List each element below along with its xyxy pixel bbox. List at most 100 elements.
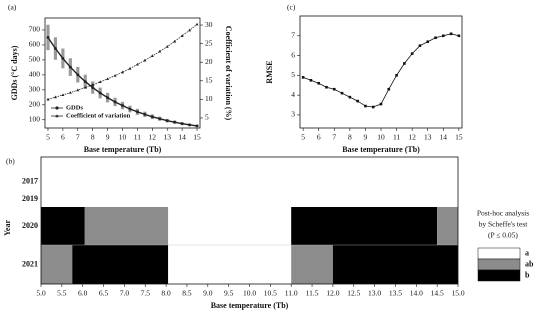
y-tick-label: 600: [29, 40, 41, 49]
marker: [136, 110, 139, 114]
marker: [371, 105, 375, 109]
marker: [98, 91, 102, 95]
x-tick-label: 8.0: [161, 289, 171, 298]
x-tick-label: 5: [301, 133, 305, 142]
marker: [180, 122, 184, 126]
marker: [158, 49, 162, 53]
marker: [68, 91, 72, 94]
marker: [150, 54, 154, 58]
y-tick-label: 200: [29, 100, 41, 109]
x-tick-label: 11.5: [306, 289, 319, 298]
marker: [150, 115, 154, 119]
legend-title: by Scheffe's test: [479, 220, 529, 229]
x-tick-label: 6: [61, 133, 65, 142]
y2-tick-label: 15: [205, 76, 213, 85]
x-tick-label: 9.5: [224, 289, 234, 298]
marker: [173, 39, 177, 43]
x-tick-label: 13.5: [389, 289, 402, 298]
x-tick-label: 10.5: [264, 289, 277, 298]
row-label: 2020: [22, 221, 38, 230]
y-tick-label: 400: [29, 70, 41, 79]
marker: [379, 102, 383, 106]
y-axis-label: Year: [3, 220, 12, 236]
plot-frame: [299, 15, 463, 129]
y-tick-label: 3: [291, 110, 295, 119]
x-tick-label: 14: [178, 133, 186, 142]
marker: [442, 34, 445, 38]
x-tick-label: 7.5: [141, 289, 151, 298]
marker: [309, 79, 313, 82]
cell: [332, 245, 458, 284]
x-tick-label: 7: [332, 133, 336, 142]
legend-marker: [55, 106, 59, 110]
cell: [41, 245, 73, 284]
legend-marker: [55, 114, 59, 118]
x-tick-label: 11.0: [285, 289, 298, 298]
x-tick-label: 15: [193, 133, 201, 142]
x-tick-label: 14.0: [410, 289, 423, 298]
y-tick-label: 100: [29, 114, 41, 123]
x-tick-label: 6.0: [78, 289, 88, 298]
marker: [426, 40, 430, 44]
marker: [195, 22, 199, 26]
marker: [340, 91, 344, 95]
legend-swatch: [477, 247, 521, 260]
y-tick-label: 6: [291, 50, 295, 59]
x-tick-label: 9: [106, 133, 110, 142]
legend-swatch: [477, 269, 521, 282]
marker: [46, 36, 50, 39]
x-tick-label: 15: [455, 133, 463, 142]
x-tick-label: 9.0: [203, 289, 213, 298]
x-tick-label: 12.5: [347, 289, 360, 298]
y2-tick-label: 30: [205, 20, 213, 29]
marker: [356, 99, 359, 103]
marker: [54, 47, 57, 50]
y-axis-label: GDDs (°C days): [10, 45, 19, 100]
marker: [68, 65, 72, 69]
marker: [121, 70, 124, 74]
cell: [437, 207, 458, 245]
panel-label: (b): [6, 157, 15, 166]
marker: [83, 85, 87, 89]
marker: [83, 80, 87, 84]
marker: [128, 107, 132, 111]
y2-tick-label: 20: [205, 57, 213, 66]
marker: [188, 28, 192, 32]
marker: [91, 83, 95, 86]
cell: [168, 245, 292, 284]
x-axis-label: Base temperature (Tb): [84, 145, 162, 154]
legend-label: a: [525, 248, 529, 257]
x-tick-label: 12.0: [326, 289, 339, 298]
marker: [113, 100, 117, 104]
marker: [76, 88, 80, 92]
marker: [410, 52, 414, 55]
x-tick-label: 13: [163, 133, 171, 142]
legend-swatch: [477, 258, 521, 271]
marker: [165, 45, 169, 48]
cell: [72, 245, 169, 284]
marker: [143, 112, 147, 116]
legend-label: b: [525, 270, 530, 279]
x-tick-label: 11: [134, 133, 141, 142]
marker: [135, 62, 139, 66]
y2-axis-label: Coefficient of variation (%): [224, 26, 233, 121]
marker: [46, 97, 50, 101]
x-tick-label: 15.0: [451, 289, 464, 298]
cell: [41, 207, 85, 245]
x-tick-label: 8: [91, 133, 95, 142]
x-tick-label: 5: [46, 133, 50, 142]
x-tick-label: 7: [76, 133, 80, 142]
marker: [434, 36, 437, 40]
x-tick-label: 14: [440, 133, 448, 142]
marker: [332, 87, 336, 91]
x-tick-label: 13: [424, 133, 432, 142]
marker: [195, 124, 199, 128]
series-line: [302, 33, 459, 108]
row-label: 2019: [22, 194, 38, 203]
x-tick-label: 5.5: [57, 289, 67, 298]
legend-title: Post-hoc analysis: [477, 209, 529, 218]
cell: [41, 172, 458, 191]
y-axis-label: RMSE: [265, 60, 274, 83]
